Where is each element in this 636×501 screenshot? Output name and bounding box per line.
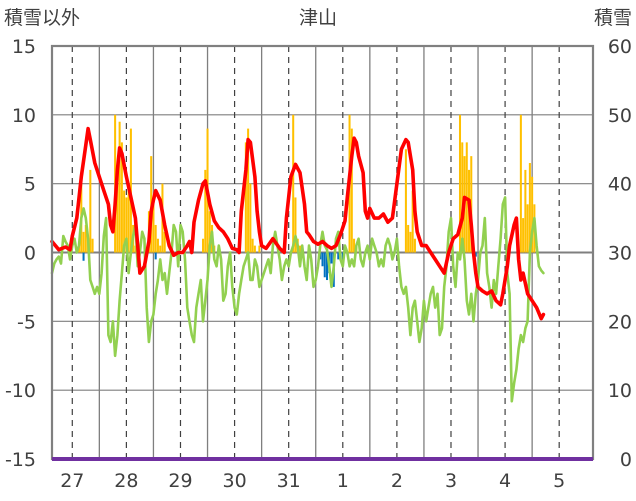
left-tick-label: 10	[12, 105, 36, 127]
precip-bar	[251, 238, 254, 253]
precip-bar	[84, 224, 87, 253]
day-label: 1	[337, 470, 349, 492]
precip-bar	[292, 114, 295, 253]
precip-bar	[163, 231, 166, 253]
right-tick-label: 10	[608, 380, 632, 402]
day-label: 30	[222, 470, 246, 492]
snow-diff-bar	[337, 252, 340, 260]
precip-bar	[526, 204, 529, 253]
snow-diff-bar	[330, 252, 333, 264]
precip-bar	[411, 190, 414, 253]
precip-bar	[409, 231, 412, 253]
precip-bar	[353, 238, 356, 253]
precip-bar	[91, 238, 94, 253]
right-tick-label: 0	[620, 449, 632, 471]
precip-bar	[350, 128, 353, 253]
precip-bar	[519, 114, 522, 253]
left-tick-label: -10	[5, 380, 36, 402]
left-tick-label: 5	[24, 174, 36, 196]
precip-bar	[116, 183, 119, 253]
day-label: 27	[60, 470, 84, 492]
snow-diff-bar	[321, 252, 324, 267]
right-tick-label: 20	[608, 311, 632, 333]
wind-line	[50, 196, 545, 403]
precip-bar	[118, 121, 121, 253]
precip-bar	[82, 231, 85, 253]
precip-bar	[244, 142, 247, 253]
precip-bar	[258, 245, 261, 253]
precip-bar	[156, 238, 159, 253]
precip-bar	[134, 245, 137, 253]
precip-bar	[125, 197, 128, 253]
chart-title: 津山	[299, 7, 337, 29]
day-label: 31	[277, 470, 301, 492]
left-tick-label: -15	[5, 449, 36, 471]
snow-diff-bar	[325, 252, 329, 281]
precip-bar	[247, 128, 250, 253]
precip-bar	[127, 183, 130, 253]
right-tick-label: 60	[608, 36, 632, 58]
precip-bar	[461, 142, 464, 253]
day-label: 3	[445, 470, 457, 492]
precip-bar	[522, 218, 525, 253]
day-label: 2	[391, 470, 403, 492]
right-axis-label: 積雪	[594, 7, 632, 29]
left-tick-label: 15	[12, 36, 36, 58]
precip-bar	[298, 245, 301, 253]
precip-bar	[458, 114, 462, 253]
snow-diff-bar	[154, 252, 157, 260]
precip-bar	[159, 245, 162, 253]
precip-bar	[204, 169, 207, 253]
precip-bar	[407, 224, 410, 253]
label-layer: 積雪以外 津山 積雪	[4, 7, 632, 29]
left-axis-label: 積雪以外	[4, 7, 80, 29]
precip-bar	[89, 169, 92, 253]
precip-bar	[524, 169, 527, 253]
right-tick-label: 40	[608, 174, 632, 196]
snow-diff-bar	[323, 252, 326, 278]
precip-bar	[404, 149, 407, 253]
precip-bar	[249, 183, 252, 253]
day-label: 4	[499, 470, 511, 492]
snow-diff-bar	[474, 252, 477, 257]
precip-bar	[120, 142, 123, 253]
snow-diff-bar	[82, 252, 85, 261]
precip-bar	[152, 197, 155, 253]
precip-bar	[208, 211, 211, 253]
precip-bar	[470, 156, 473, 253]
left-tick-label: 0	[24, 243, 36, 265]
precip-bar	[413, 238, 416, 253]
right-tick-label: 30	[608, 243, 632, 265]
day-label: 5	[553, 470, 565, 492]
day-label: 28	[114, 470, 138, 492]
precip-bar	[253, 245, 256, 253]
left-tick-label: -5	[17, 311, 36, 333]
precip-bar	[531, 176, 534, 253]
precip-bar	[154, 224, 157, 253]
precip-bar	[528, 163, 531, 253]
temperature-line	[50, 126, 546, 321]
precip-bar	[294, 197, 297, 253]
right-tick-label: 50	[608, 105, 632, 127]
precip-bar	[202, 238, 205, 253]
precip-bar	[123, 190, 126, 253]
day-label: 29	[168, 470, 192, 492]
line-layer	[50, 126, 546, 403]
